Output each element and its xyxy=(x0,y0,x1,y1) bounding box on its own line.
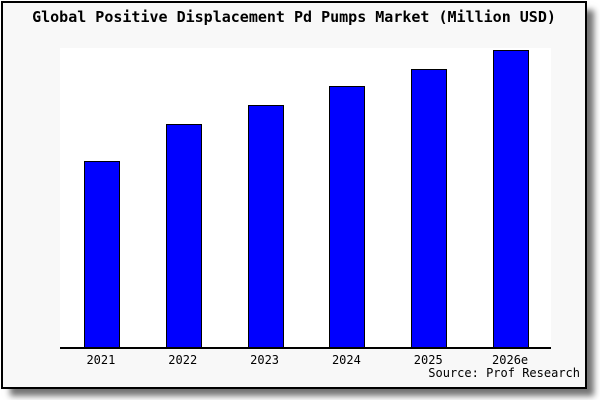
x-tick-label-2022: 2022 xyxy=(168,353,198,367)
x-axis-labels: 2021 2022 2023 2024 2025 2026e xyxy=(60,353,551,369)
bar-2021 xyxy=(83,161,120,347)
x-tick-label-2023: 2023 xyxy=(250,353,280,367)
bar-2022 xyxy=(165,124,202,347)
bar-2026e xyxy=(493,50,530,347)
x-tick-label-2024: 2024 xyxy=(331,353,361,367)
bar-2024 xyxy=(329,86,366,347)
source-credit: Source: Prof Research xyxy=(428,366,580,380)
bar-2023 xyxy=(247,105,284,347)
x-tick-label-2025: 2025 xyxy=(413,353,443,367)
x-tick-label-2026e: 2026e xyxy=(492,353,529,367)
chart-card: Global Positive Displacement Pd Pumps Ma… xyxy=(1,1,587,389)
bar-2025 xyxy=(411,69,448,347)
plot-area xyxy=(60,48,551,349)
x-tick-label-2021: 2021 xyxy=(86,353,116,367)
chart-title: Global Positive Displacement Pd Pumps Ma… xyxy=(32,8,556,26)
